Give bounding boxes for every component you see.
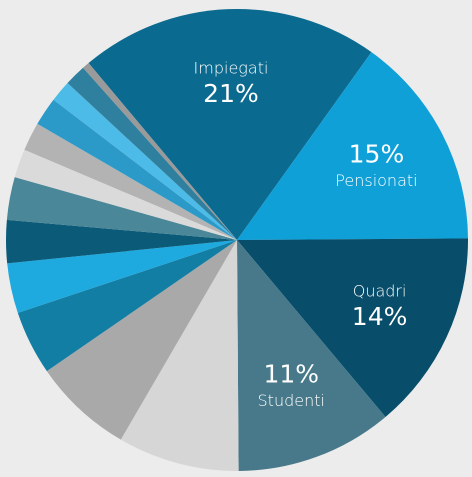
slice-value: 14%: [352, 302, 408, 331]
slice-value: 11%: [263, 359, 319, 388]
slice-name: Quadri: [353, 281, 407, 300]
slice-name: Studenti: [258, 391, 325, 410]
pie-slice: [17, 240, 237, 372]
pie-slice: [237, 238, 468, 417]
pie-slice: [7, 240, 237, 313]
pie-slice: [83, 63, 237, 241]
pie-slice: [237, 240, 386, 471]
pie-slice: [5, 219, 237, 264]
slice-value: 15%: [349, 140, 405, 169]
pie-slice: [237, 52, 468, 241]
slice-name: Impiegati: [194, 59, 269, 78]
slice-name: Pensionati: [335, 171, 417, 190]
pie-slice: [88, 9, 372, 240]
pie-slice: [24, 123, 238, 240]
pie-slice: [37, 99, 237, 240]
pie-slice: [46, 240, 237, 440]
slice-value: 21%: [203, 79, 259, 108]
pie-slice: [6, 177, 237, 240]
pie-slice: [53, 83, 238, 240]
pie-slice: [120, 240, 239, 471]
pie-slice: [67, 67, 238, 240]
pie-slice: [14, 149, 237, 240]
